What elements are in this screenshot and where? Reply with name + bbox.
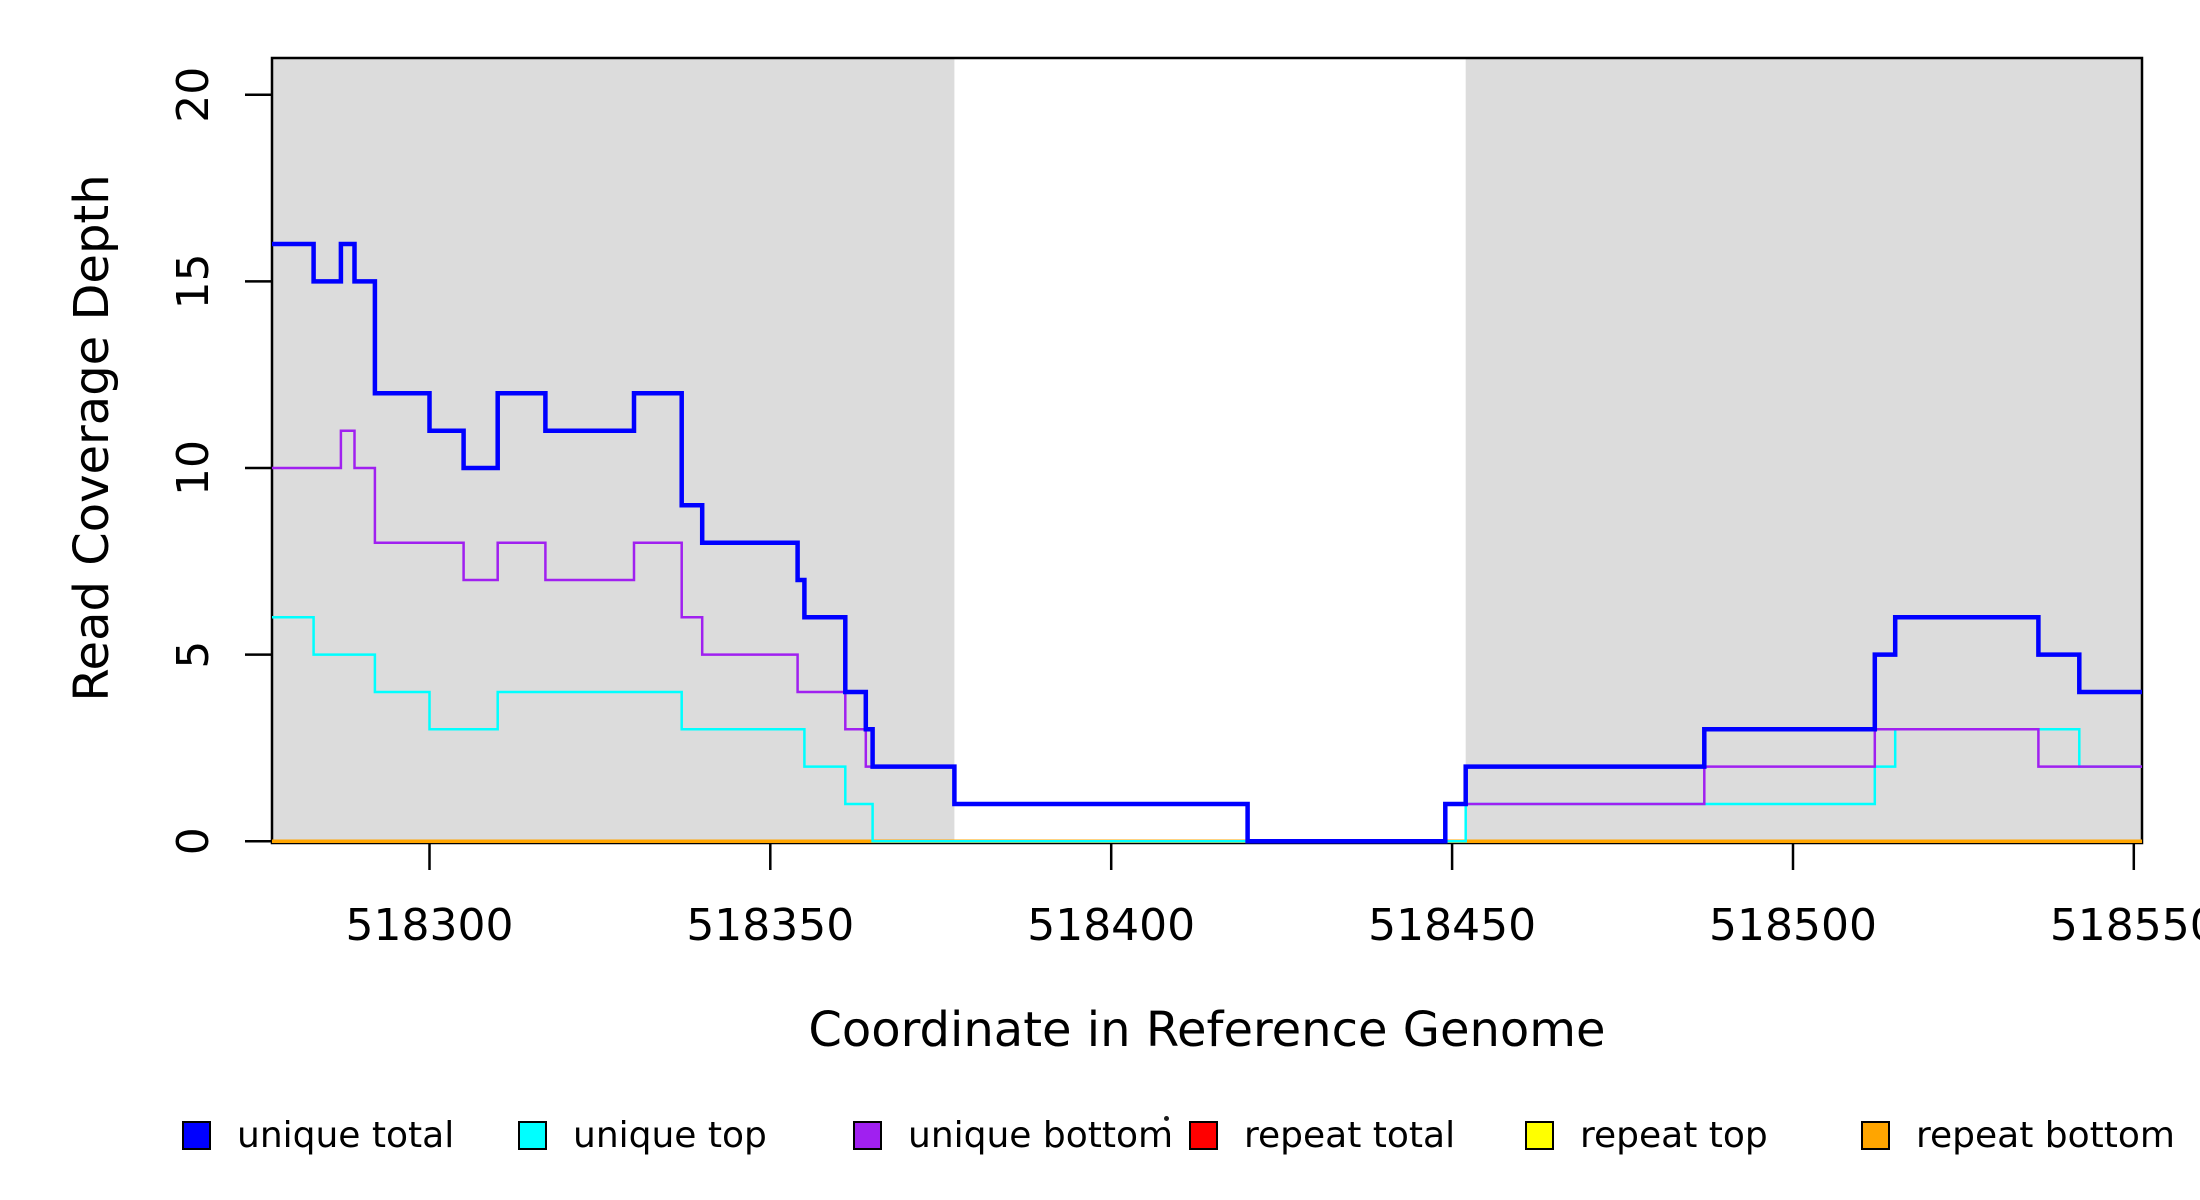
legend-item-unique-total: unique total bbox=[182, 1115, 454, 1156]
y-tick-label: 15 bbox=[168, 253, 219, 309]
x-tick-label: 518350 bbox=[686, 900, 854, 951]
legend-item-repeat-bottom: repeat bottom bbox=[1861, 1115, 2175, 1156]
y-tick-label: 0 bbox=[168, 827, 219, 855]
series-line-unique-bottom bbox=[272, 429, 2142, 843]
legend-item-unique-top: unique top bbox=[518, 1115, 767, 1156]
legend-item-label: repeat top bbox=[1580, 1114, 1768, 1156]
legend-item-unique-bottom: unique bottom bbox=[853, 1115, 1173, 1156]
x-tick-label: 518300 bbox=[346, 900, 514, 951]
legend-item-label: repeat bottom bbox=[1916, 1114, 2175, 1156]
x-axis-title: Coordinate in Reference Genome bbox=[808, 1002, 1605, 1058]
y-tick-label: 10 bbox=[168, 440, 219, 496]
legend-item-label: repeat total bbox=[1244, 1114, 1456, 1156]
legend-swatch-unique-top bbox=[518, 1120, 547, 1150]
legend-item-label: unique total bbox=[237, 1114, 455, 1156]
x-tick-label: 518500 bbox=[1709, 900, 1877, 951]
legend-item-label: unique top bbox=[573, 1114, 767, 1156]
legend-swatch-unique-total bbox=[182, 1120, 211, 1150]
x-tick-label: 518400 bbox=[1027, 900, 1195, 951]
x-tick-label: 518450 bbox=[1368, 900, 1536, 951]
shaded-region bbox=[272, 58, 955, 843]
series-line-unique-top bbox=[272, 616, 2142, 843]
legend-item-label: unique bottom bbox=[908, 1114, 1174, 1156]
stray-dot-mark bbox=[1164, 1116, 1169, 1121]
y-tick-label: 5 bbox=[168, 641, 219, 669]
legend-swatch-repeat-bottom bbox=[1861, 1120, 1890, 1150]
legend-item-repeat-total: repeat total bbox=[1189, 1115, 1455, 1156]
legend-item-repeat-top: repeat top bbox=[1525, 1115, 1768, 1156]
y-tick-label: 20 bbox=[168, 67, 219, 123]
series-line-unique-total bbox=[272, 241, 2142, 844]
legend-swatch-unique-bottom bbox=[853, 1120, 882, 1150]
legend-swatch-repeat-total bbox=[1189, 1120, 1218, 1150]
y-axis-title: Read Coverage Depth bbox=[64, 174, 120, 701]
shaded-region bbox=[1465, 58, 2142, 843]
legend-swatch-repeat-top bbox=[1525, 1120, 1554, 1150]
